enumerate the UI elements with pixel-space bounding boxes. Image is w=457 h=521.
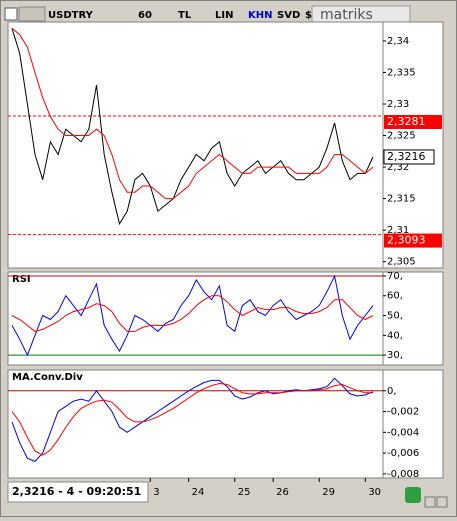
toolbar-item[interactable]: SVD [277,10,300,21]
y-tick-label: -0,004 [387,427,419,438]
scroll-left[interactable] [424,496,436,508]
y-tick-label: -0,002 [387,407,419,418]
y-tick-label: 2,305 [387,257,416,268]
plot-area [7,21,384,269]
series-line [11,295,374,332]
series-line [11,27,374,200]
series-line [11,28,374,226]
y-tick-label: 2,34 [387,36,409,47]
x-tick-label: 24 [192,487,205,498]
series-line [11,382,373,456]
toolbar-button[interactable] [18,6,46,22]
panel-title: RSI [12,274,31,285]
reference-label: 2,3093 [387,234,426,247]
y-tick-label: 70, [387,271,403,282]
y-tick-label: 50, [387,311,403,322]
scale[interactable]: LIN [215,10,233,21]
y-tick-label: -0,008 [387,469,419,480]
y-tick-label: 0, [387,386,397,397]
status-box [7,481,149,503]
x-tick-label: 30 [368,487,381,498]
x-tick-label: 26 [276,487,289,498]
status: 2,3216 - 4 - 09:20:51 [12,485,141,498]
x-tick-label: 25 [238,487,251,498]
axis-area [382,21,444,269]
y-tick-label: 2,325 [387,131,416,142]
y-tick-label: 2,33 [387,99,409,110]
panel-title: MA.Conv.Div [12,372,83,383]
axis-area [382,271,444,366]
y-tick-label: 60, [387,291,403,302]
period[interactable]: 60 [138,10,152,21]
x-tick-label: 3 [153,487,159,498]
y-tick-label: 30, [387,350,403,361]
currency[interactable]: TL [178,10,192,21]
y-tick-label: 40, [387,330,403,341]
scroll-right[interactable] [436,496,448,508]
toolbar-item[interactable]: $ [305,10,312,21]
last-value-label: 2,3216 [387,150,426,163]
y-tick-label: -0,006 [387,448,419,459]
reference-label-box [384,114,442,129]
x-tick-label: 29 [322,487,335,498]
y-tick-label: 2,32 [387,162,409,173]
toolbar-item[interactable]: KHN [248,10,273,21]
checkbox[interactable] [4,7,18,21]
reference-label-box [384,233,442,248]
y-tick-label: 2,31 [387,225,409,236]
reference-label: 2,3281 [387,115,426,128]
axis-area [382,369,444,479]
refresh-icon[interactable] [405,487,421,503]
y-tick-label: 2,335 [387,67,416,78]
last-value-box [383,149,435,165]
brand: matriks [320,7,373,23]
y-tick-label: 2,315 [387,194,416,205]
series-line [11,274,374,357]
symbol[interactable]: USDTRY [48,10,94,21]
series-line [11,377,374,462]
plot-area [7,271,384,366]
